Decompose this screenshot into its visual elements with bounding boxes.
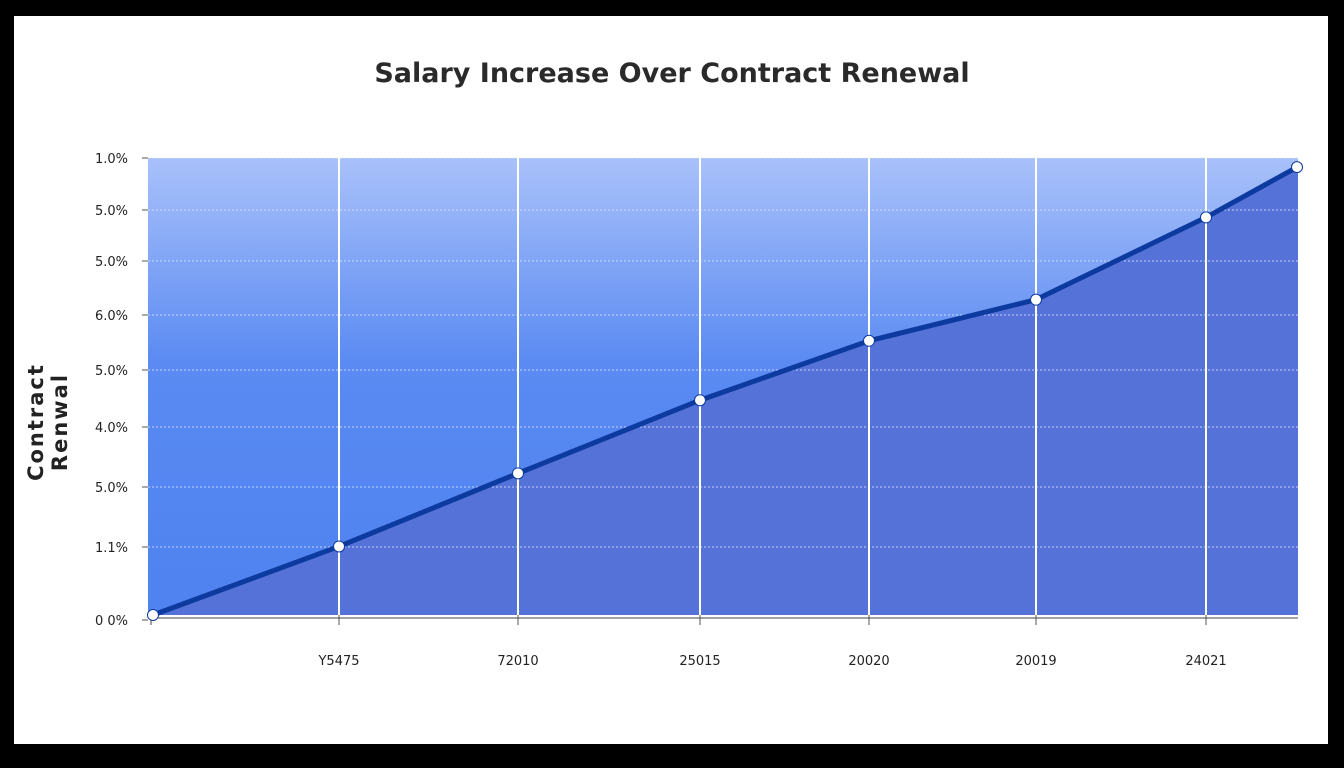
data-point	[1291, 161, 1303, 174]
y-tick-label: 1.1%	[95, 541, 128, 556]
data-point	[512, 467, 524, 480]
y-tick-label: 5.0%	[95, 364, 128, 379]
y-tick-label: 5.0%	[95, 204, 128, 219]
y-tick-label: 1.0%	[95, 152, 128, 167]
x-tick-label: 25015	[679, 654, 720, 669]
data-point	[333, 540, 345, 553]
y-tick-label: 0 0%	[95, 614, 128, 629]
y-tick-label: 4.0%	[95, 421, 128, 436]
x-tick-label: 24021	[1185, 654, 1226, 669]
x-tick-label: 72010	[497, 654, 538, 669]
data-point	[147, 609, 159, 621]
data-point	[863, 334, 875, 347]
data-point	[1030, 293, 1042, 306]
x-tick-label: 20020	[848, 654, 889, 669]
y-tick-label: 5.0%	[95, 255, 128, 270]
x-tick-label: 20019	[1015, 654, 1056, 669]
series-line	[152, 164, 1299, 618]
y-tick-label: 5.0%	[95, 481, 128, 496]
y-tick-label: 6.0%	[95, 309, 128, 324]
chart-title: Salary Increase Over Contract Renewal	[374, 58, 970, 89]
data-point	[1200, 211, 1212, 224]
area-fill	[148, 167, 1298, 615]
x-tick-label: Y5475	[317, 654, 359, 669]
data-point	[694, 394, 706, 407]
